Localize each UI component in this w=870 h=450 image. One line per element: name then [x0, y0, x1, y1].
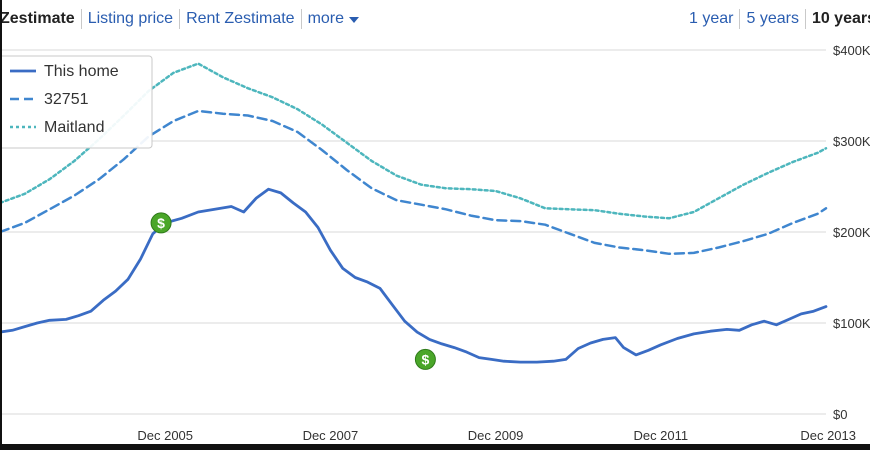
y-tick-label: $200K — [833, 225, 870, 240]
more-dropdown[interactable]: more — [302, 9, 365, 29]
tab-rent-zestimate[interactable]: Rent Zestimate — [186, 10, 295, 27]
frame-edge — [0, 0, 2, 450]
x-tick-label: Dec 2009 — [468, 428, 524, 443]
x-tick-label: Dec 2013 — [800, 428, 856, 443]
x-tick-label: Dec 2011 — [633, 428, 688, 443]
price-chart: $0 $100K $200K $300K $400K Dec 2005 Dec 2007 De… — [0, 43, 870, 443]
chart-tabs: Zestimate Listing price Rent Zestimate m… — [0, 9, 365, 29]
toolbar: Zestimate Listing price Rent Zestimate m… — [0, 0, 870, 38]
y-tick-label: $400K — [833, 43, 870, 58]
time-range-selector: 1 year 5 years 10 years — [683, 9, 870, 29]
legend — [0, 55, 153, 149]
tab-zestimate[interactable]: Zestimate — [0, 10, 75, 27]
tab-listing-price[interactable]: Listing price — [87, 10, 174, 27]
series-line-this-home — [0, 187, 828, 364]
more-label: more — [307, 10, 345, 27]
range-divider — [739, 9, 741, 29]
legend-label: 32751 — [44, 91, 89, 108]
listing-marker — [150, 212, 172, 234]
dollar-icon: $ — [157, 215, 165, 231]
y-tick-label: $300K — [833, 134, 870, 149]
y-tick-label: $100K — [833, 316, 870, 331]
range-divider — [804, 9, 806, 29]
legend-label: This home — [44, 63, 119, 80]
range-1-year[interactable]: 1 year — [689, 10, 734, 27]
tab-divider — [80, 9, 82, 29]
legend-label: Maitland — [44, 119, 104, 136]
x-tick-label: Dec 2007 — [303, 428, 359, 443]
x-tick-label: Dec 2005 — [137, 428, 193, 443]
frame-edge — [0, 444, 870, 450]
range-5-years[interactable]: 5 years — [746, 10, 799, 27]
chevron-down-icon — [349, 17, 360, 23]
y-tick-label: $0 — [833, 407, 847, 422]
dollar-icon: $ — [421, 351, 429, 367]
tab-divider — [179, 9, 181, 29]
range-10-years[interactable]: 10 years — [811, 10, 870, 27]
listing-marker — [414, 348, 436, 370]
tab-divider — [300, 9, 302, 29]
